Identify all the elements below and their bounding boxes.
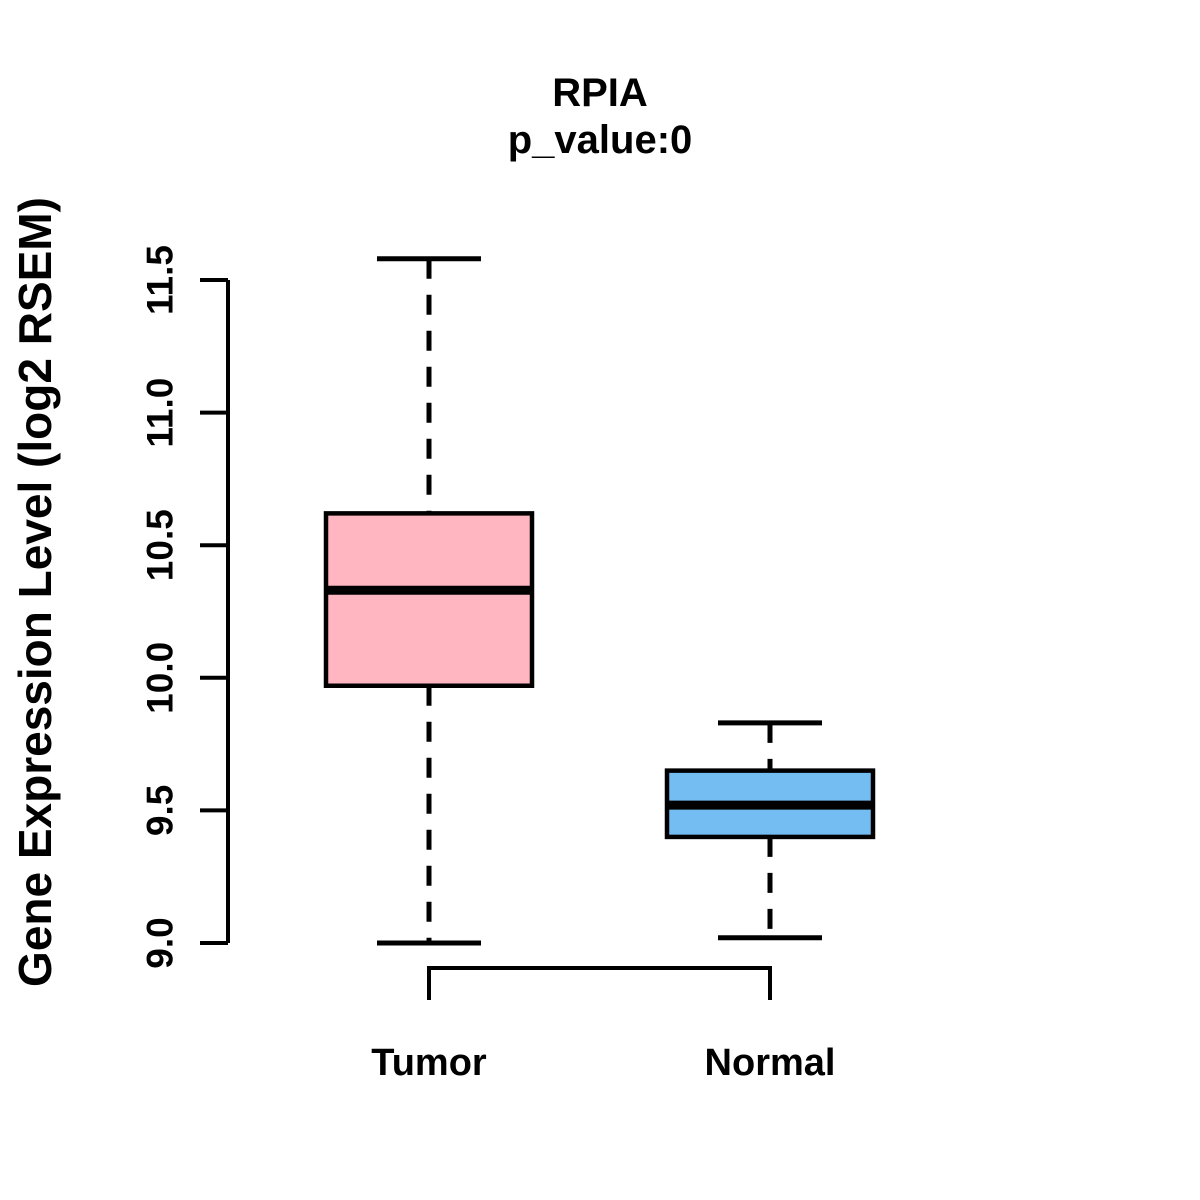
y-tick-label: 10.0 [140, 642, 181, 714]
y-tick-label: 11.5 [140, 245, 181, 315]
y-tick-label: 10.5 [140, 509, 181, 581]
x-label-normal: Normal [704, 1042, 836, 1084]
chart-subtitle: p_value:0 [507, 118, 693, 162]
tumor-box [323, 511, 535, 689]
title-block: RPIA p_value:0 [0, 70, 1200, 164]
y-tick-label: 9.0 [140, 917, 181, 968]
x-axis-bracket [427, 966, 772, 1000]
y-tick-label: 11.0 [140, 378, 181, 448]
y-tick-label: 9.5 [140, 785, 181, 836]
x-label-tumor: Tumor [371, 1042, 487, 1084]
chart-title: RPIA [552, 71, 648, 115]
